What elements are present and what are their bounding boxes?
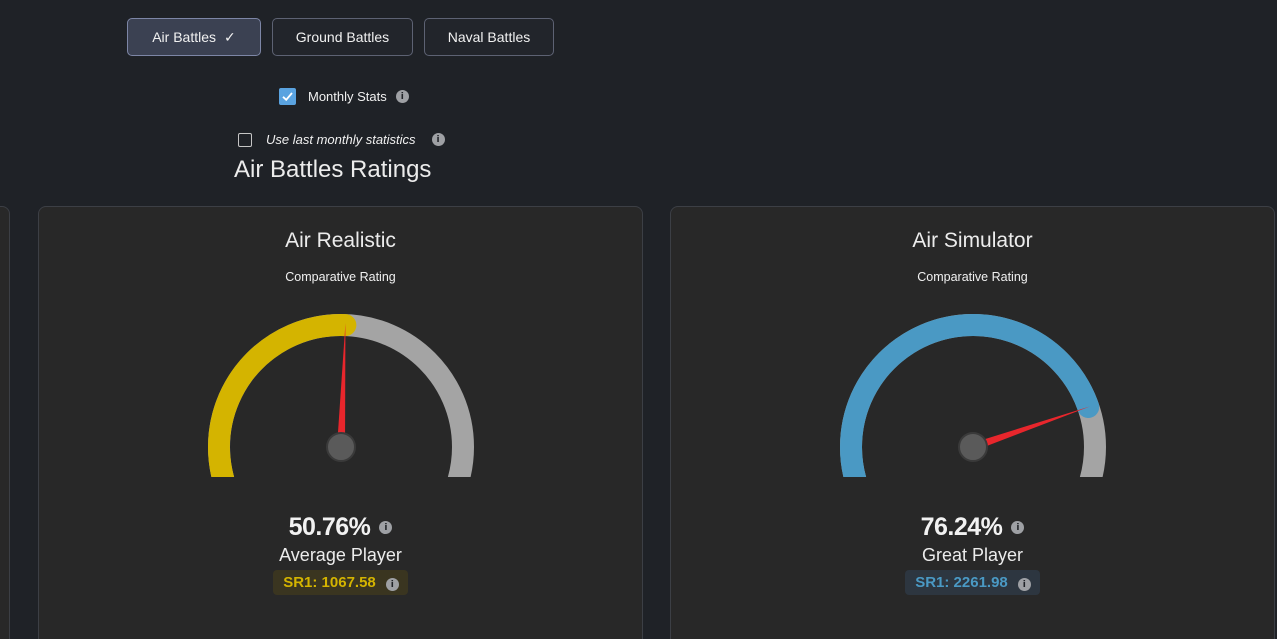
- info-icon[interactable]: i: [379, 521, 393, 534]
- monthly-stats-checkbox[interactable]: [279, 88, 296, 105]
- tab-ground-battles[interactable]: Ground Battles: [272, 18, 413, 56]
- use-last-monthly-label: Use last monthly statistics: [266, 132, 416, 147]
- section-title: Air Battles Ratings: [234, 156, 432, 183]
- sr-badge: SR1: 1067.58 i: [273, 570, 408, 595]
- rating-card-air-simulator: Air Simulator Comparative Rating 76.24% …: [670, 206, 1275, 639]
- info-icon[interactable]: i: [395, 90, 409, 103]
- gauge-fill: [208, 314, 357, 477]
- info-icon[interactable]: i: [1011, 521, 1025, 534]
- rating-gauge: [840, 314, 1106, 477]
- checkmark-icon: [282, 92, 293, 102]
- use-last-monthly-checkbox[interactable]: [238, 132, 252, 147]
- sr-badge: SR1: 2261.98 i: [905, 570, 1040, 595]
- percent-value: 76.24%: [920, 513, 1003, 541]
- gauge-needle: [971, 406, 1091, 451]
- rating-card-air-realistic: Air Realistic Comparative Rating 50.76% …: [38, 206, 643, 639]
- info-icon[interactable]: i: [1017, 578, 1031, 591]
- use-last-monthly-row: Use last monthly statistics i: [238, 132, 445, 147]
- rating-gauge: [208, 314, 474, 477]
- monthly-stats-label: Monthly Stats: [308, 89, 387, 104]
- sr-value: SR1: 2261.98: [915, 574, 1008, 591]
- tab-naval-battles-label: Naval Battles: [447, 29, 531, 45]
- tab-ground-battles-label: Ground Battles: [295, 29, 390, 45]
- monthly-stats-row: Monthly Stats i: [279, 88, 409, 105]
- card-subtitle: Comparative Rating: [917, 270, 1028, 284]
- sr-value: SR1: 1067.58: [283, 574, 376, 591]
- info-icon[interactable]: i: [431, 133, 445, 146]
- check-icon: ✓: [224, 29, 236, 45]
- sr-row: SR1: 1067.58 i: [39, 570, 642, 595]
- player-rank: Great Player: [921, 545, 1024, 565]
- gauge-needle: [337, 323, 346, 448]
- player-rank: Average Player: [279, 545, 402, 565]
- card-title: Air Simulator: [912, 229, 1033, 252]
- percent-value: 50.76%: [288, 513, 371, 541]
- card-partial: [0, 206, 10, 639]
- info-icon[interactable]: i: [385, 578, 399, 591]
- gauge-hub: [326, 432, 356, 462]
- percent-row: 76.24% i: [671, 513, 1274, 542]
- gauge-fill: [840, 314, 1100, 477]
- percent-row: 50.76% i: [39, 513, 642, 542]
- card-subtitle: Comparative Rating: [285, 270, 396, 284]
- sr-row: SR1: 2261.98 i: [671, 570, 1274, 595]
- tab-air-battles[interactable]: Air Battles ✓: [127, 18, 261, 56]
- tab-air-battles-label: Air Battles: [152, 29, 217, 45]
- card-title: Air Realistic: [285, 229, 396, 252]
- gauge-hub: [958, 432, 988, 462]
- tab-naval-battles[interactable]: Naval Battles: [424, 18, 554, 56]
